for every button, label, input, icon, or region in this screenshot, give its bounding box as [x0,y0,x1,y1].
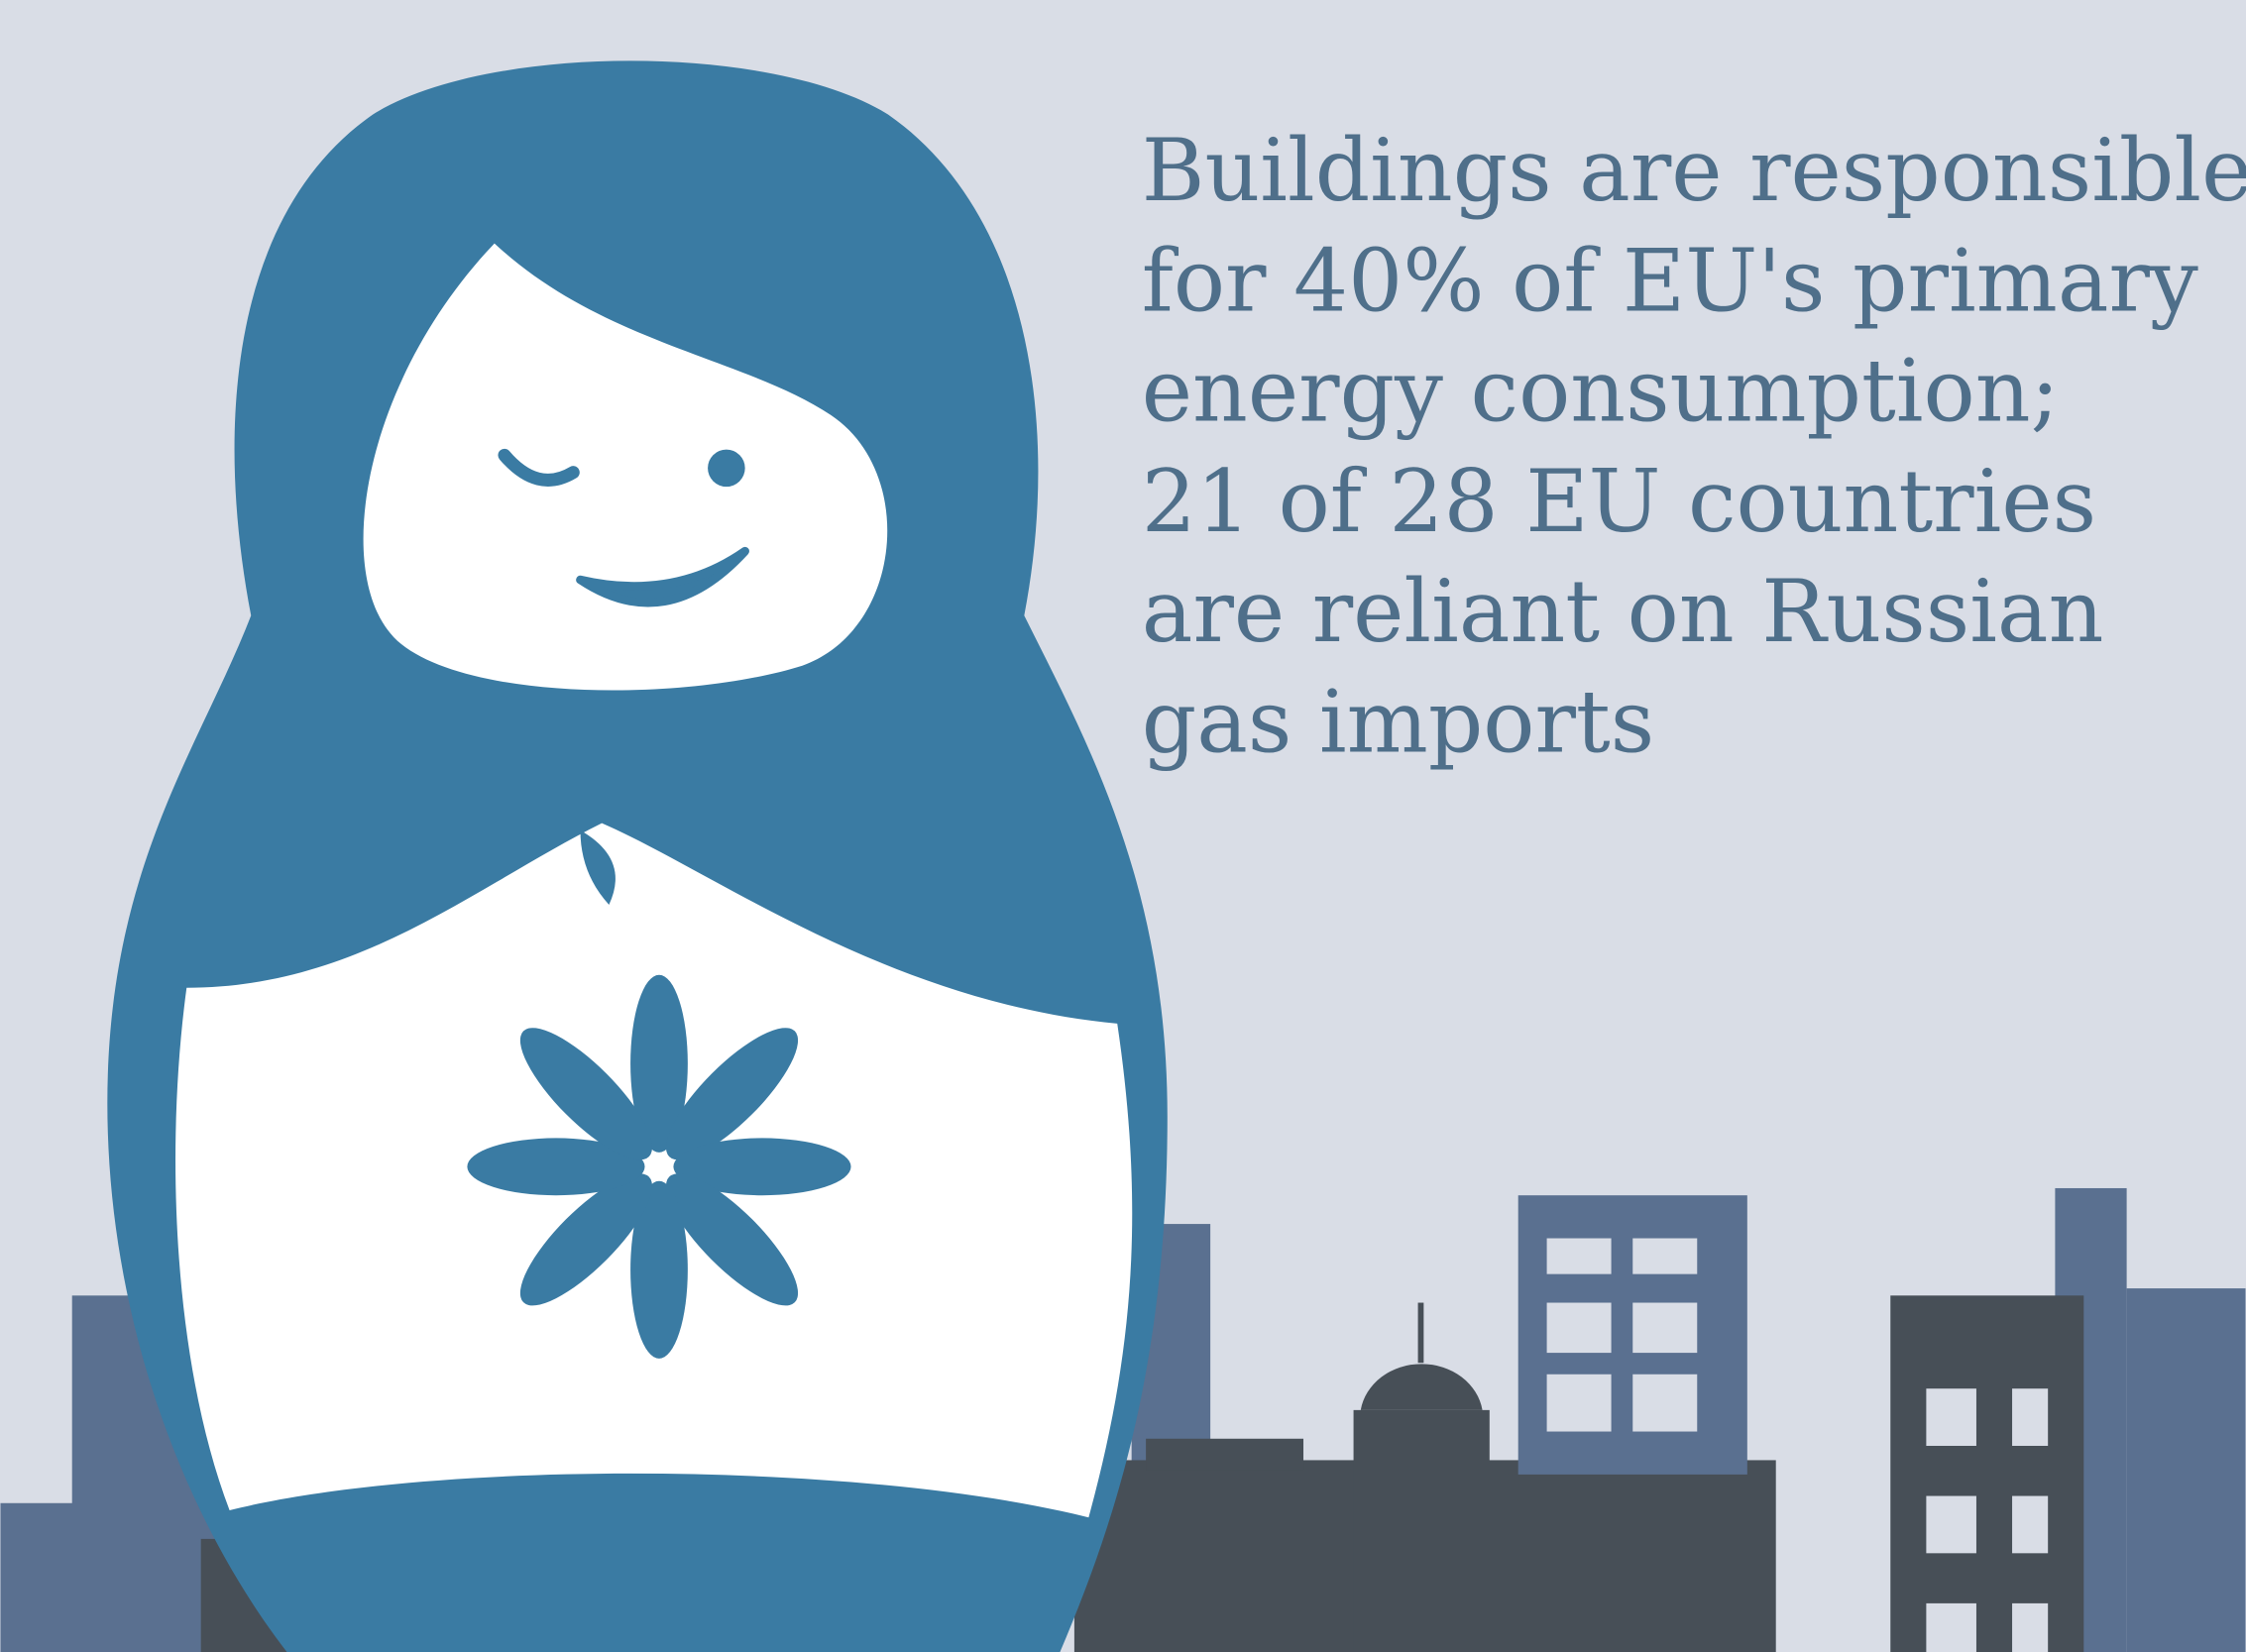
message-line: for 40% of EU's primary [1142,232,2198,331]
building [0,1502,87,1652]
flower [467,974,851,1359]
spire [1417,1302,1424,1364]
windows [1926,1388,2049,1652]
smile [576,546,749,607]
ledge [1146,1438,1304,1471]
message-line: Buildings are responsible [1142,122,2246,221]
winking-eye [498,448,580,487]
message-line: gas imports [1142,673,1654,772]
message: Buildings are responsible for 40% of EU's… [1142,122,2246,772]
message-line: 21 of 28 EU countries [1142,453,2096,552]
doll [107,60,1168,1652]
face [363,243,888,691]
building [1890,1295,2084,1652]
belly [175,823,1133,1518]
building [2126,1288,2246,1652]
message-line: energy consumption; [1142,343,2060,442]
windows [1546,1238,1698,1432]
eye [708,449,745,488]
leaf [580,829,616,905]
tower [1353,1409,1490,1652]
message-line: are reliant on Russian [1142,563,2104,662]
dome [1360,1364,1483,1410]
